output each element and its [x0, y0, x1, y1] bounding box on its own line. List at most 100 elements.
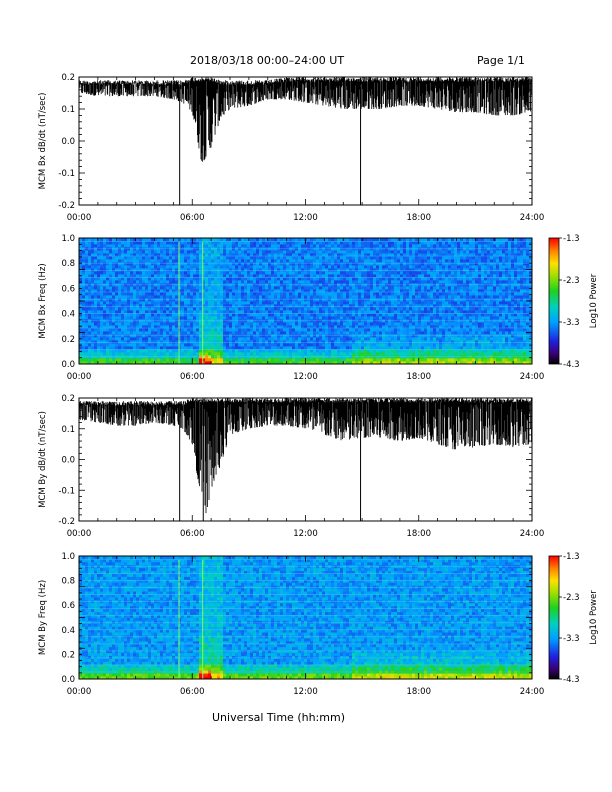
spectrogram-cell: [295, 241, 299, 245]
spectrogram-cell: [118, 253, 122, 257]
spectrogram-cell: [400, 346, 404, 350]
spectrogram-cell: [193, 274, 197, 278]
spectrogram-cell: [178, 262, 182, 266]
spectrogram-cell: [205, 265, 209, 269]
spectrogram-cell: [169, 304, 173, 308]
spectrogram-cell: [181, 262, 185, 266]
spectrogram-cell: [154, 280, 158, 284]
spectrogram-cell: [229, 280, 233, 284]
spectrogram-cell: [136, 265, 140, 269]
spectrogram-cell: [160, 241, 164, 245]
spectrogram-cell: [274, 265, 278, 269]
spectrogram-cell: [139, 322, 143, 326]
spectrogram-cell: [379, 343, 383, 347]
spectrogram-cell: [355, 322, 359, 326]
spectrogram-cell: [292, 262, 296, 266]
spectrogram-cell: [319, 280, 323, 284]
spectrogram-cell: [229, 346, 233, 350]
spectrogram-cell: [289, 304, 293, 308]
spectrogram-cell: [91, 361, 95, 365]
spectrogram-cell: [196, 292, 200, 296]
spectrogram-cell: [337, 265, 341, 269]
spectrogram-cell: [325, 328, 329, 332]
spectrogram-cell: [418, 331, 422, 335]
spectrogram-cell: [142, 358, 146, 362]
spectrogram-cell: [292, 295, 296, 299]
spectrogram-cell: [109, 250, 113, 254]
spectrogram-cell: [187, 340, 191, 344]
spectrogram-cell: [82, 340, 86, 344]
spectrogram-cell: [217, 295, 221, 299]
spectrogram-cell: [322, 340, 326, 344]
spectrogram-cell: [154, 256, 158, 260]
spectrogram-cell: [337, 310, 341, 314]
spectrogram-cell: [205, 334, 209, 338]
spectrogram-cell: [163, 238, 167, 242]
spectrogram-cell: [298, 271, 302, 275]
spectrogram-cell: [343, 295, 347, 299]
spectrogram-cell: [169, 340, 173, 344]
spectrogram-cell: [85, 259, 89, 263]
spectrogram-cell: [328, 349, 332, 353]
spectrogram-cell: [346, 337, 350, 341]
spectrogram-cell: [97, 343, 101, 347]
spectrogram-cell: [223, 313, 227, 317]
spectrogram-cell: [298, 331, 302, 335]
spectrogram-cell: [190, 304, 194, 308]
spectrogram-cell: [280, 316, 284, 320]
spectrogram-cell: [373, 289, 377, 293]
spectrogram-cell: [265, 253, 269, 257]
spectrogram-cell: [292, 286, 296, 290]
spectrogram-cell: [274, 343, 278, 347]
spectrogram-cell: [94, 253, 98, 257]
spectrogram-cell: [247, 301, 251, 305]
spectrogram-cell: [232, 322, 236, 326]
spectrogram-cell: [202, 307, 206, 311]
spectrogram-cell: [322, 325, 326, 329]
spectrogram-cell: [133, 340, 137, 344]
spectrogram-cell: [205, 358, 209, 362]
spectrogram-cell: [91, 322, 95, 326]
spectrogram-cell: [301, 286, 305, 290]
spectrogram-cell: [358, 349, 362, 353]
spectrogram-cell: [331, 361, 335, 365]
spectrogram-cell: [190, 310, 194, 314]
spectrogram-cell: [340, 280, 344, 284]
spectrogram-cell: [199, 289, 203, 293]
spectrogram-cell: [379, 268, 383, 272]
spectrogram-cell: [376, 286, 380, 290]
spectrogram-cell: [301, 277, 305, 281]
spectrogram-cell: [403, 325, 407, 329]
spectrogram-cell: [151, 241, 155, 245]
spectrogram-cell: [349, 241, 353, 245]
spectrogram-cell: [202, 274, 206, 278]
spectrogram-cell: [331, 271, 335, 275]
spectrogram-cell: [307, 331, 311, 335]
spectrogram-cell: [397, 253, 401, 257]
spectrogram-cell: [256, 340, 260, 344]
spectrogram-cell: [352, 313, 356, 317]
spectrogram-cell: [121, 289, 125, 293]
spectrogram-cell: [94, 328, 98, 332]
spectrogram-cell: [364, 250, 368, 254]
spectrogram-cell: [130, 361, 134, 365]
spectrogram-cell: [286, 262, 290, 266]
spectrogram-cell: [325, 337, 329, 341]
spectrogram-cell: [298, 322, 302, 326]
spectrogram-cell: [82, 325, 86, 329]
spectrogram-cell: [145, 349, 149, 353]
spectrogram-cell: [202, 361, 206, 365]
spectrogram-cell: [418, 334, 422, 338]
spectrogram-cell: [232, 301, 236, 305]
spectrogram-cell: [277, 268, 281, 272]
spectrogram-cell: [358, 337, 362, 341]
spectrogram-cell: [292, 250, 296, 254]
spectrogram-cell: [169, 238, 173, 242]
spectrogram-cell: [385, 298, 389, 302]
spectrogram-cell: [169, 358, 173, 362]
spectrogram-cell: [217, 280, 221, 284]
spectrogram-cell: [160, 328, 164, 332]
spectrogram-cell: [262, 268, 266, 272]
spectrogram-cell: [394, 238, 398, 242]
spectrogram-cell: [172, 322, 176, 326]
